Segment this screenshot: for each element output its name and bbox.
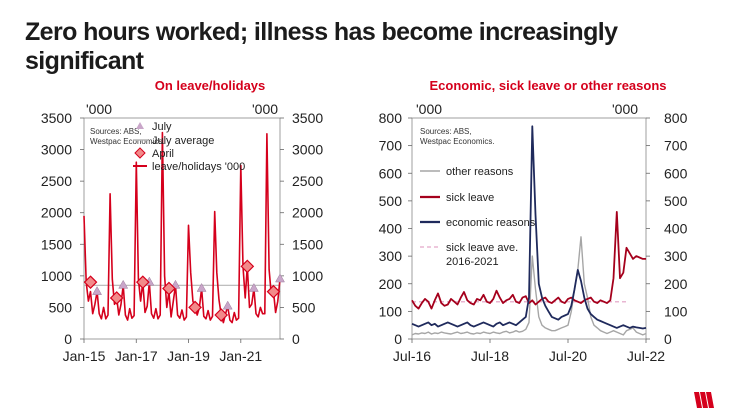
source-note: Sources: ABS,	[420, 127, 472, 136]
y-tick-label-left: 500	[379, 193, 403, 209]
april-point	[188, 300, 202, 315]
y-tick-label-left: 100	[379, 303, 403, 319]
july-point	[196, 282, 207, 292]
y-unit-right: '000	[612, 101, 638, 117]
slide-title: Zero hours worked; illness has become in…	[25, 18, 618, 75]
legend-label: other reasons	[446, 166, 514, 178]
legend-label: 2016-2021	[446, 256, 499, 268]
y-unit-left: '000	[86, 101, 112, 117]
legend-label: leave/holidays '000	[152, 161, 245, 173]
y-tick-label-right: 0	[664, 331, 672, 347]
westpac-logo-icon	[694, 392, 714, 408]
y-tick-label-left: 2000	[41, 205, 72, 221]
july-point	[222, 300, 233, 310]
leave-holidays-chart: '000 '000 0 0 500 500 1000 1000 1500 1500 2000 2000…	[41, 101, 324, 364]
x-tick-label: Jan-17	[115, 348, 158, 364]
chart-title: On leave/holidays	[154, 78, 266, 93]
legend-label: July average	[152, 135, 214, 147]
july-point	[118, 279, 129, 289]
source-note: Westpac Economics.	[90, 137, 165, 146]
x-tick-label: Jan-15	[63, 348, 106, 364]
legend-label: economic reasons	[446, 217, 536, 229]
y-tick-label-left: 700	[379, 138, 403, 154]
y-tick-label-left: 800	[379, 110, 403, 126]
reasons-chart: '000 '000 0 0 100 100 200 200 300 300 400 400 500 500…	[379, 101, 688, 364]
y-tick-label-left: 300	[379, 248, 403, 264]
y-tick-label-right: 400	[664, 221, 688, 237]
y-tick-label-right: 3500	[292, 110, 323, 126]
y-tick-label-right: 500	[292, 299, 316, 315]
y-tick-label-right: 2000	[292, 205, 323, 221]
legend-swatch-april	[134, 147, 146, 159]
april-point	[83, 275, 98, 290]
y-tick-label-right: 700	[664, 138, 688, 154]
chart-panel-leave: On leave/holidays '000 '000 0 0 500 500 1000 10…	[40, 78, 380, 378]
july-point	[92, 286, 102, 295]
x-tick-label: Jul-22	[627, 348, 665, 364]
legend-label: April	[152, 148, 174, 160]
y-tick-label-left: 3000	[41, 142, 72, 158]
april-point	[109, 291, 124, 305]
y-tick-label-right: 600	[664, 165, 688, 181]
y-tick-label-left: 0	[394, 331, 402, 347]
series-line-other-reasons	[411, 236, 647, 336]
legend-label: sick leave	[446, 192, 494, 204]
y-tick-label-left: 200	[379, 276, 403, 292]
legend-label: July	[152, 121, 172, 133]
april-point	[162, 281, 176, 296]
april-point	[135, 275, 150, 290]
april-point	[214, 308, 229, 322]
y-tick-label-right: 300	[664, 248, 688, 264]
y-tick-label-left: 2500	[41, 173, 72, 189]
y-tick-label-right: 1000	[292, 268, 323, 284]
source-note: Westpac Economics.	[420, 137, 495, 146]
y-tick-label-right: 1500	[292, 236, 323, 252]
april-point	[266, 284, 281, 299]
y-tick-label-left: 3500	[41, 110, 72, 126]
x-tick-label: Jul-20	[549, 348, 587, 364]
x-tick-label: Jul-18	[471, 348, 509, 364]
y-tick-label-right: 500	[664, 193, 688, 209]
y-tick-label-left: 600	[379, 165, 403, 181]
chart-title: Economic, sick leave or other reasons	[429, 78, 667, 93]
y-tick-label-left: 1500	[41, 236, 72, 252]
y-unit-left: '000	[416, 101, 442, 117]
source-note: Sources: ABS,	[90, 127, 142, 136]
x-tick-label: Jan-21	[219, 348, 262, 364]
y-tick-label-right: 800	[664, 110, 688, 126]
x-tick-label: Jan-19	[167, 348, 210, 364]
x-tick-label: Jul-16	[393, 348, 431, 364]
y-tick-label-right: 2500	[292, 173, 323, 189]
y-tick-label-left: 1000	[41, 268, 72, 284]
july-point	[275, 273, 285, 283]
y-tick-label-right: 200	[664, 276, 688, 292]
july-point	[248, 282, 259, 292]
y-tick-label-right: 100	[664, 303, 688, 319]
legend-swatch-july	[136, 122, 144, 129]
legend-label: sick leave ave.	[446, 242, 518, 254]
april-point	[240, 259, 255, 274]
y-tick-label-right: 3000	[292, 142, 323, 158]
y-tick-label-right: 0	[292, 331, 300, 347]
y-tick-label-left: 0	[64, 331, 72, 347]
series-line-economic-reasons	[411, 125, 647, 330]
y-tick-label-left: 400	[379, 221, 403, 237]
chart-panel-reasons: Economic, sick leave or other reasons '0…	[378, 78, 718, 378]
y-tick-label-left: 500	[49, 299, 73, 315]
y-unit-right: '000	[252, 101, 278, 117]
